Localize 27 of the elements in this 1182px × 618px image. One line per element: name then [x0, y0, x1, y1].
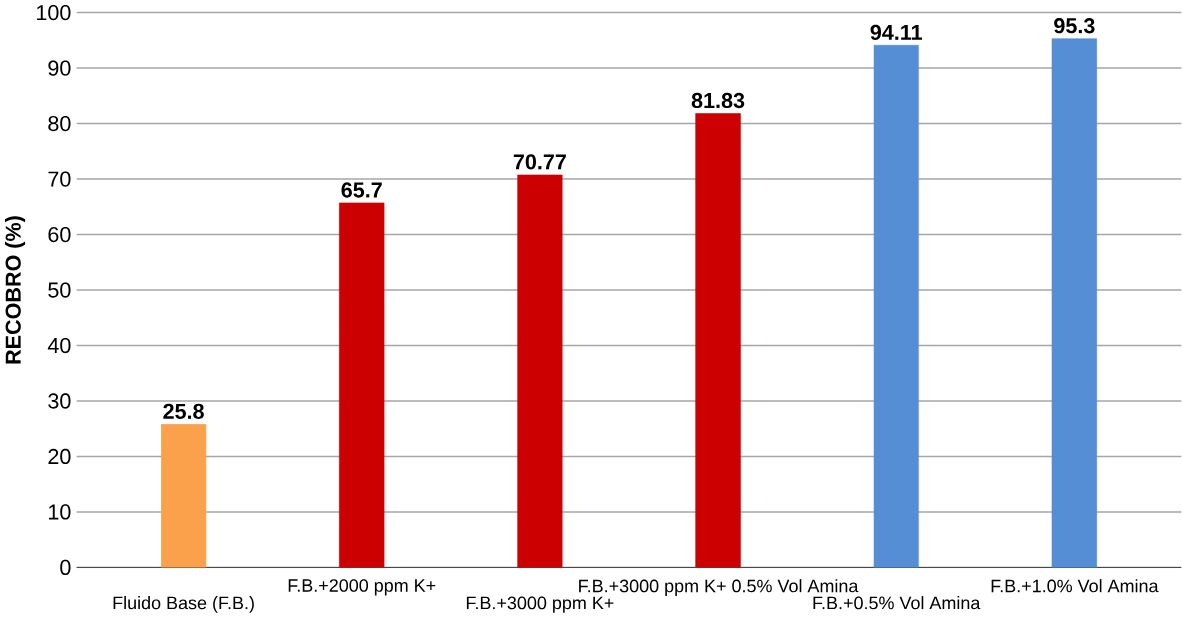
x-tick-label: Fluido Base (F.B.) — [113, 596, 254, 613]
y-tick-label: 10 — [49, 504, 71, 520]
data-label: 65.7 — [341, 182, 382, 198]
y-tick-label: 80 — [48, 116, 71, 132]
data-label: 70.77 — [513, 154, 566, 170]
y-tick-label: 0 — [60, 559, 71, 576]
y-tick-label: 60 — [48, 227, 71, 243]
x-tick-label: F.B.+1.0% Vol Amina — [991, 579, 1159, 593]
y-tick-label: 70 — [48, 171, 71, 187]
x-tick-label: F.B.+3000 ppm K+ — [466, 596, 614, 613]
y-tick-label: 30 — [48, 393, 71, 409]
x-tick-label: F.B.+2000 ppm K+ — [288, 579, 436, 596]
data-label: 25.8 — [163, 403, 204, 420]
bar — [1051, 38, 1098, 568]
y-tick-label: 100 — [37, 5, 71, 21]
bar — [339, 202, 385, 568]
y-tick-label: 50 — [48, 282, 71, 298]
y-tick-label: 90 — [48, 60, 71, 76]
data-label: 94.11 — [870, 24, 922, 41]
data-label: 81.83 — [691, 92, 745, 109]
y-tick-label: 20 — [48, 448, 71, 465]
data-label: 95.3 — [1054, 18, 1095, 34]
y-axis-title: RECOBRO (%) — [5, 216, 26, 364]
y-tick-label: 40 — [47, 337, 71, 354]
x-tick-label: F.B.+0.5% Vol Amina — [813, 596, 981, 610]
bar — [695, 113, 741, 568]
x-tick-label: F.B.+3000 ppm K+ 0.5% Vol Amina — [579, 579, 859, 596]
